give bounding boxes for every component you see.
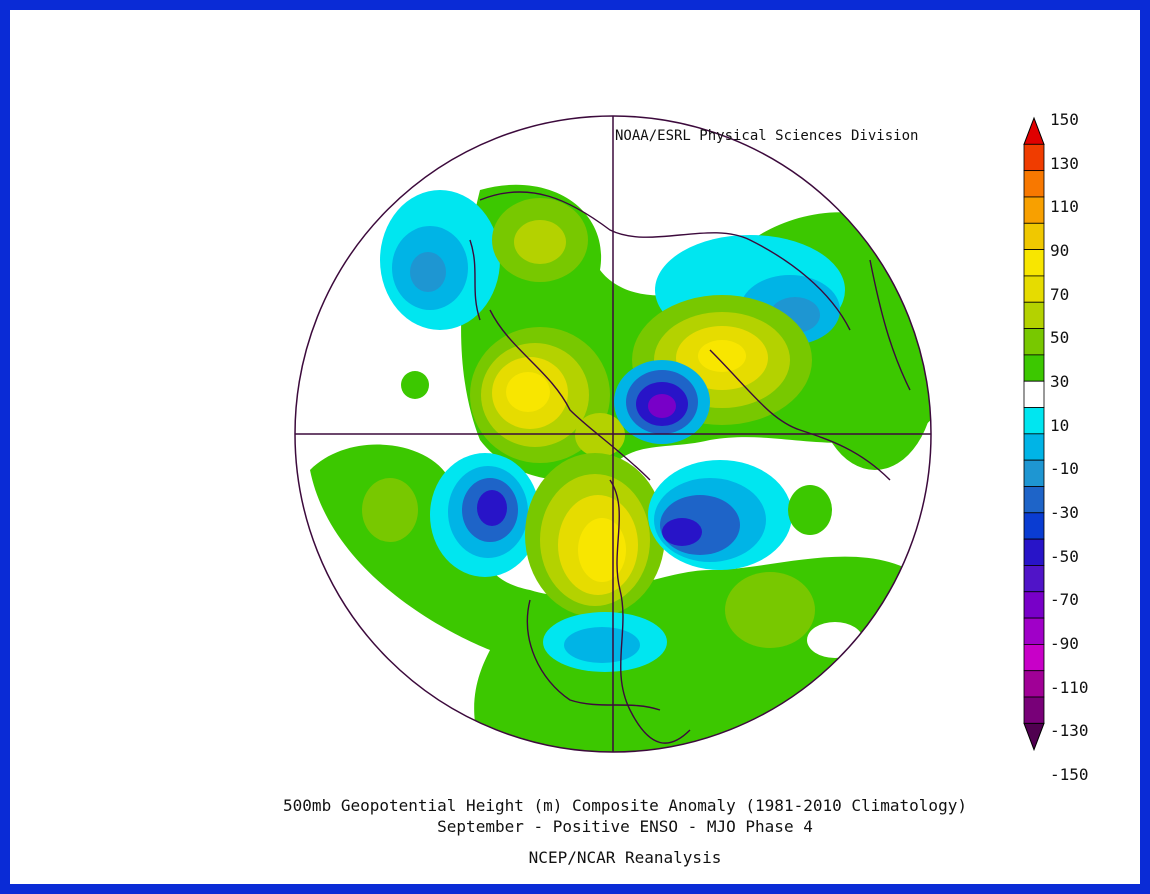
colorbar-cell	[1023, 275, 1045, 303]
colorbar-cell	[1023, 354, 1045, 382]
caption-line-2: September - Positive ENSO - MJO Phase 4	[437, 817, 813, 836]
colorbar-cell	[1023, 433, 1045, 461]
colorbar-cell	[1023, 670, 1045, 698]
colorbar-label: -30	[1050, 503, 1079, 522]
colorbar-label: 110	[1050, 197, 1079, 217]
colorbar-cell	[1023, 591, 1045, 619]
colorbar-cell	[1023, 486, 1045, 514]
colorbar-label: 10	[1050, 415, 1070, 435]
polar-map	[294, 115, 1045, 753]
colorbar-label: -110	[1050, 677, 1089, 697]
colorbar-cell	[1023, 249, 1045, 277]
colorbar-label: -150	[1050, 765, 1089, 784]
colorbar-cell	[1023, 301, 1045, 329]
colorbar-label: 130	[1050, 153, 1079, 173]
colorbar-cell	[1023, 696, 1045, 724]
colorbar-label: 90	[1050, 241, 1070, 260]
colorbar-cell	[1023, 328, 1045, 356]
colorbar-label: 150	[1050, 110, 1079, 129]
caption-line-1: 500mb Geopotential Height (m) Composite …	[283, 796, 967, 815]
colorbar-cell	[1023, 617, 1045, 645]
colorbar-label: -130	[1050, 721, 1089, 741]
coastlines	[469, 191, 911, 744]
colorbar-label: 70	[1050, 284, 1070, 304]
colorbar-label: -50	[1050, 546, 1079, 566]
colorbar-cell	[1023, 512, 1045, 540]
colorbar-cell	[1023, 380, 1045, 408]
colorbar-label: 50	[1050, 328, 1070, 348]
colorbar-label: -10	[1050, 459, 1079, 479]
colorbar-label: 30	[1050, 372, 1070, 391]
colorbar-cell	[1023, 170, 1045, 198]
colorbar-bottom-arrow	[1023, 722, 1045, 752]
colorbar-cell	[1023, 459, 1045, 487]
colorbar-cell	[1023, 222, 1045, 250]
figure-frame: NOAA/ESRL Physical Sciences Division 150…	[10, 10, 1140, 884]
colorbar-label: -70	[1050, 590, 1079, 610]
colorbar-label: -90	[1050, 634, 1079, 653]
anomaly-field	[295, 116, 931, 752]
colorbar-cell	[1023, 538, 1045, 566]
colorbar-cell	[1023, 565, 1045, 593]
colorbar-cell	[1023, 143, 1045, 172]
colorbar	[1023, 116, 1045, 752]
caption-line-3: NCEP/NCAR Reanalysis	[528, 848, 722, 867]
colorbar-cell	[1023, 644, 1045, 672]
colorbar-cell	[1023, 196, 1045, 224]
colorbar-cell	[1023, 407, 1045, 435]
credit-text: NOAA/ESRL Physical Sciences Division	[615, 128, 919, 144]
colorbar-top-arrow	[1023, 116, 1045, 145]
